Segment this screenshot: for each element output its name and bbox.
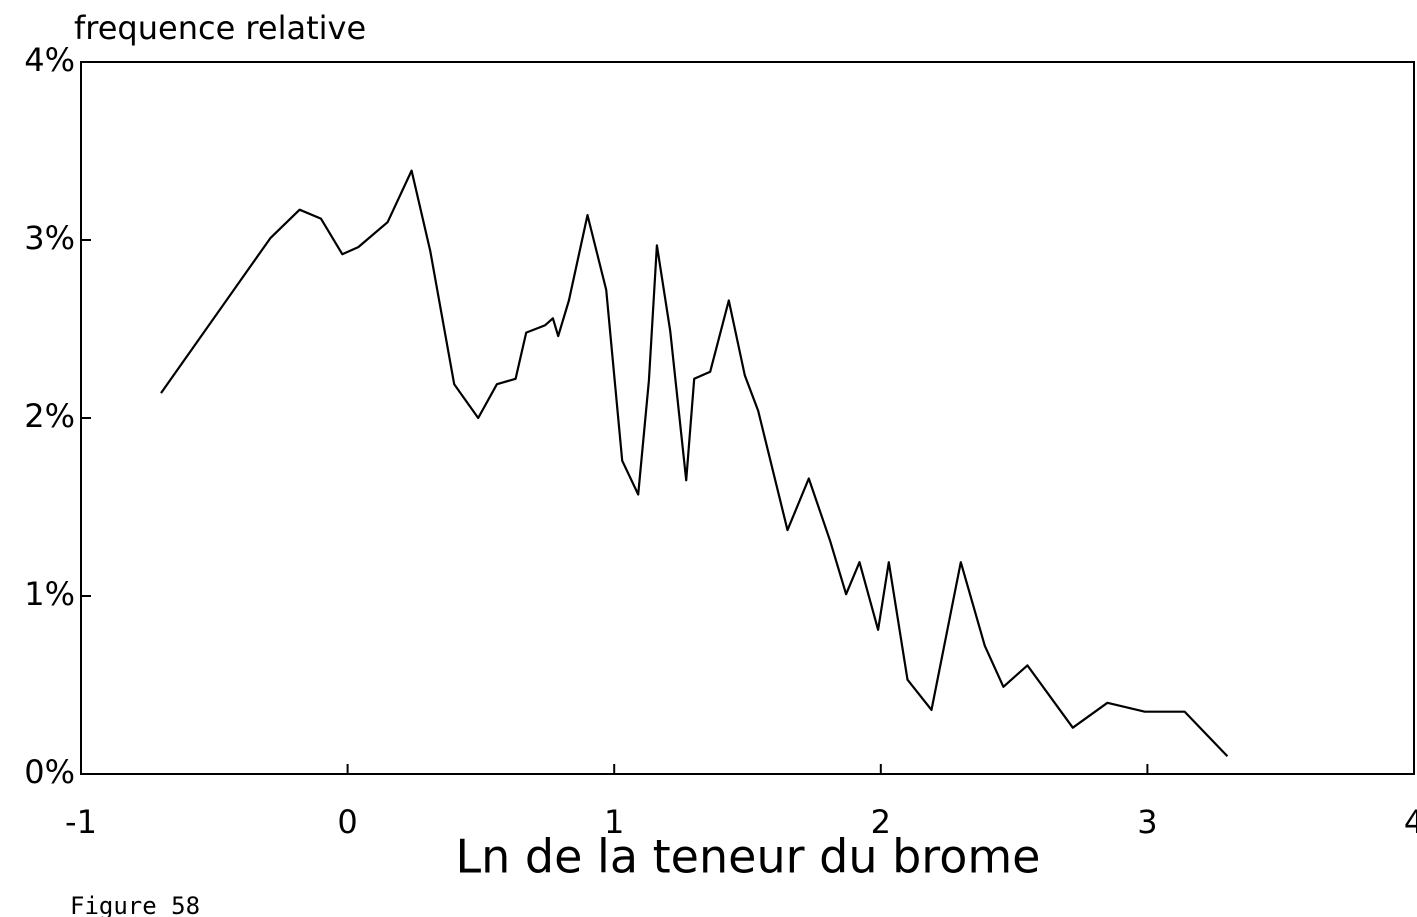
y-axis-label: frequence relative (74, 9, 366, 47)
x-tick-label: -1 (65, 803, 97, 841)
plot-frame (80, 61, 1415, 775)
figure-label: Figure 58 (70, 892, 200, 917)
x-axis-label: Ln de la teneur du brome (456, 830, 1041, 884)
y-tick-label: 1% (24, 575, 75, 613)
y-tick-label: 0% (24, 753, 75, 791)
data-line (160, 169, 1229, 757)
y-tick-label: 4% (24, 41, 75, 79)
y-tick-label: 3% (24, 219, 75, 257)
x-tick-label: 2 (871, 803, 891, 841)
x-tick-label: 0 (337, 803, 357, 841)
x-tick-label: 4 (1404, 803, 1417, 841)
x-tick-label: 1 (604, 803, 624, 841)
y-tick-label: 2% (24, 397, 75, 435)
x-tick-label: 3 (1137, 803, 1157, 841)
